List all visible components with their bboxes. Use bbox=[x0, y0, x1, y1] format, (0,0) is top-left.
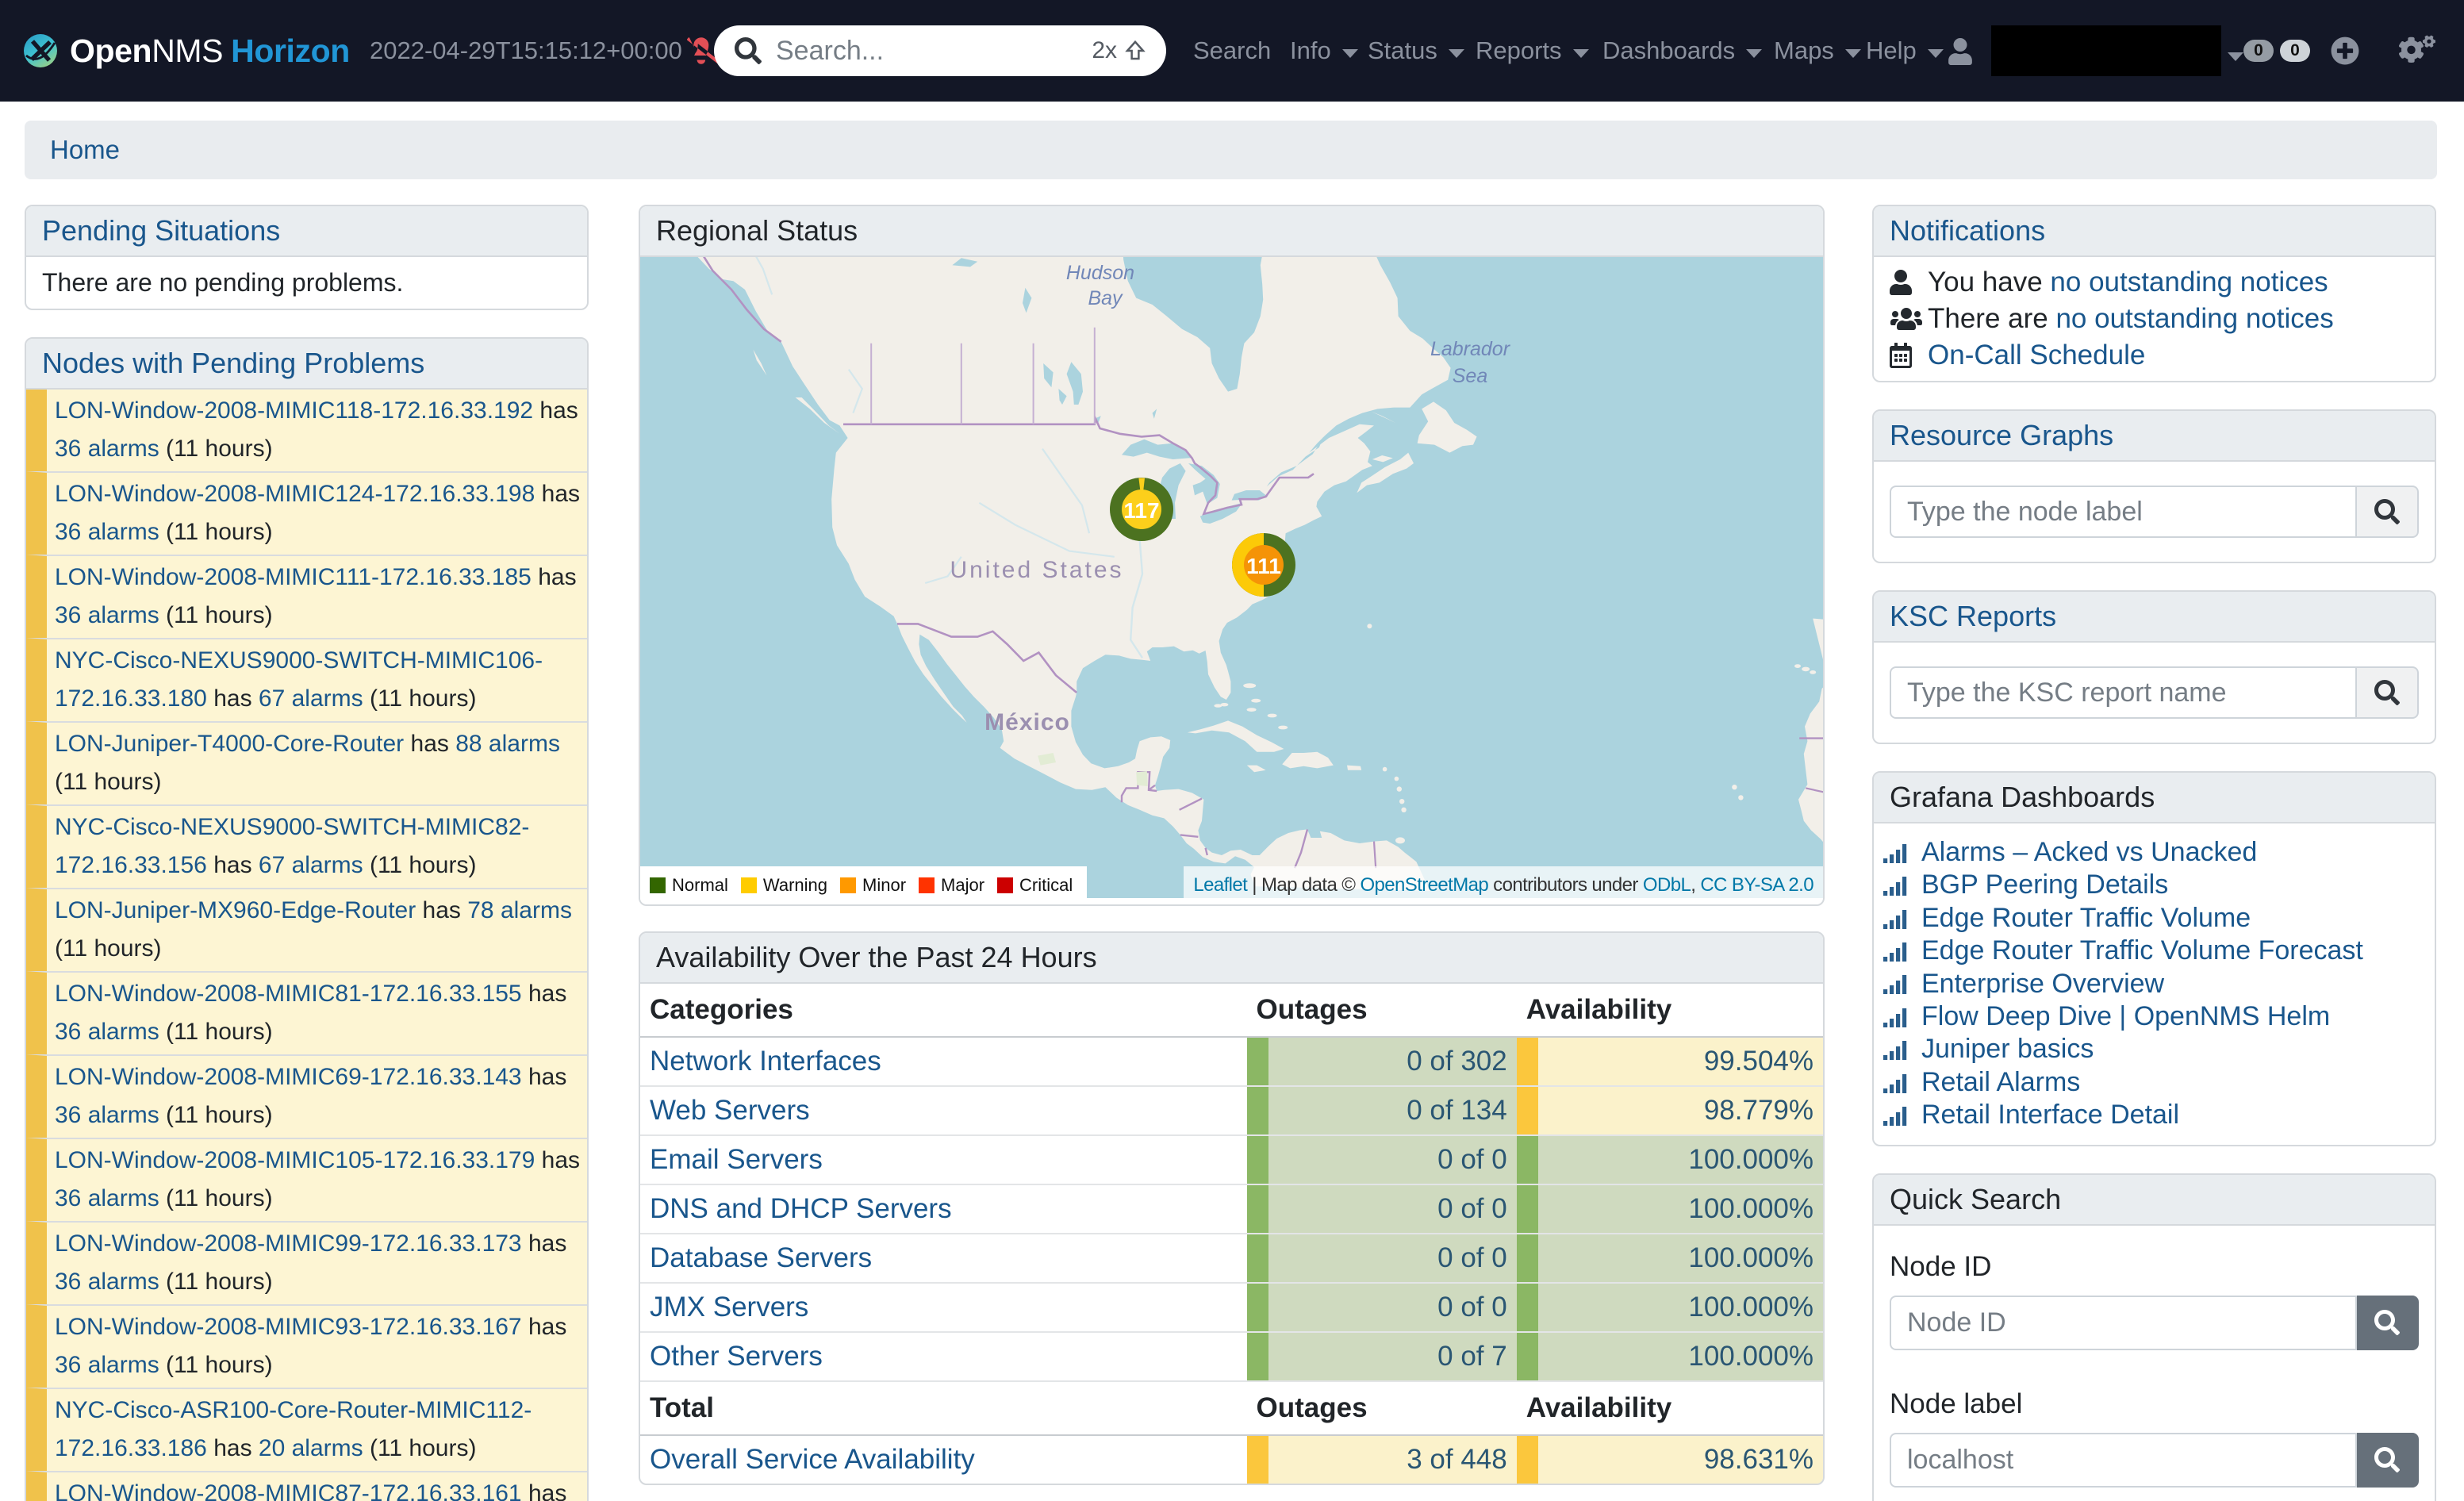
svg-text:United States: United States bbox=[950, 557, 1123, 583]
svg-text:Labrador: Labrador bbox=[1430, 338, 1511, 360]
svg-text:111: 111 bbox=[1246, 554, 1281, 578]
svg-text:Hudson: Hudson bbox=[1066, 262, 1134, 284]
svg-text:Sea: Sea bbox=[1453, 365, 1488, 387]
svg-text:México: México bbox=[984, 709, 1070, 735]
svg-text:117: 117 bbox=[1123, 498, 1159, 523]
svg-text:Bay: Bay bbox=[1088, 287, 1123, 309]
